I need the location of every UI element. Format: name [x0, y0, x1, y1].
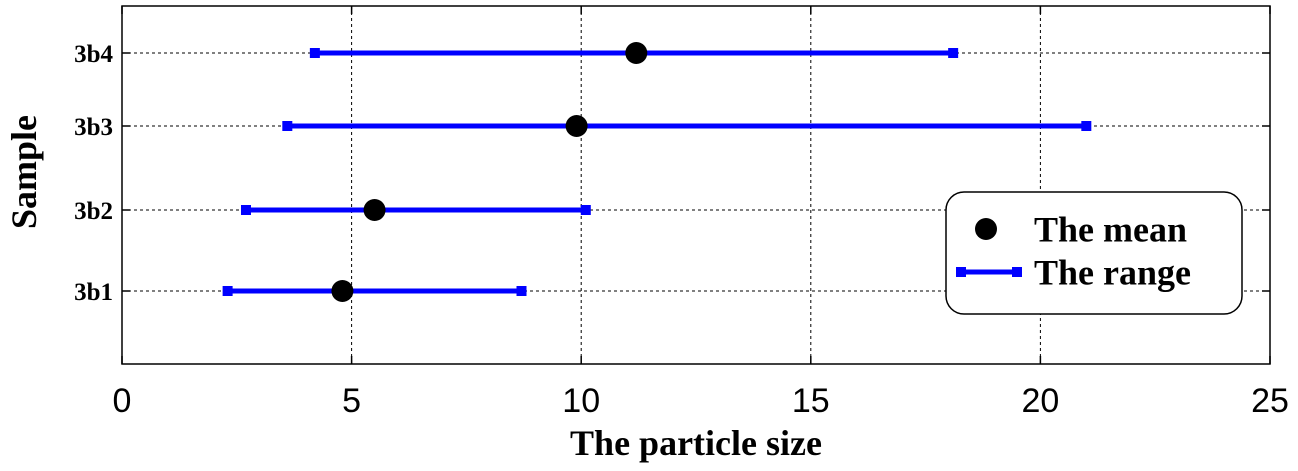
x-tick-label: 20 — [1021, 382, 1059, 420]
mean-series — [331, 42, 648, 302]
mean-point — [565, 115, 588, 137]
y-axis: 3b1 3b2 3b3 3b4 — [74, 41, 1270, 306]
y-tick-label: 3b2 — [74, 198, 113, 225]
range-max-marker — [948, 48, 959, 58]
y-tick-label: 3b3 — [74, 114, 113, 141]
legend-box — [945, 191, 1243, 315]
y-tick-label: 3b1 — [74, 279, 113, 306]
x-tick-label: 5 — [342, 382, 361, 420]
x-tick-label: 10 — [562, 382, 600, 420]
y-axis-title: Sample — [4, 115, 44, 229]
x-axis: 0 5 10 15 20 25 — [113, 6, 1289, 420]
legend-range-label: The range — [1034, 252, 1191, 292]
y-tick-label: 3b4 — [74, 41, 113, 68]
mean-point — [331, 280, 354, 302]
mean-point — [625, 42, 648, 64]
x-tick-label: 0 — [113, 382, 132, 420]
range-min-marker — [282, 121, 293, 131]
legend-mean-label: The mean — [1034, 209, 1187, 249]
range-min-marker — [309, 48, 320, 58]
legend-mean-marker — [975, 218, 997, 240]
plot-area — [121, 5, 1271, 365]
range-min-marker — [240, 205, 251, 215]
legend: The mean The range — [945, 191, 1243, 315]
x-tick-label: 25 — [1251, 382, 1289, 420]
x-tick-label: 15 — [792, 382, 830, 420]
legend-range-cap-right — [1012, 267, 1022, 277]
range-max-marker — [1081, 121, 1092, 131]
mean-point — [363, 199, 386, 221]
range-max-marker — [516, 286, 527, 296]
legend-range-cap-left — [956, 267, 966, 277]
x-axis-title: The particle size — [570, 423, 822, 463]
range-min-marker — [222, 286, 233, 296]
range-max-marker — [580, 205, 591, 215]
